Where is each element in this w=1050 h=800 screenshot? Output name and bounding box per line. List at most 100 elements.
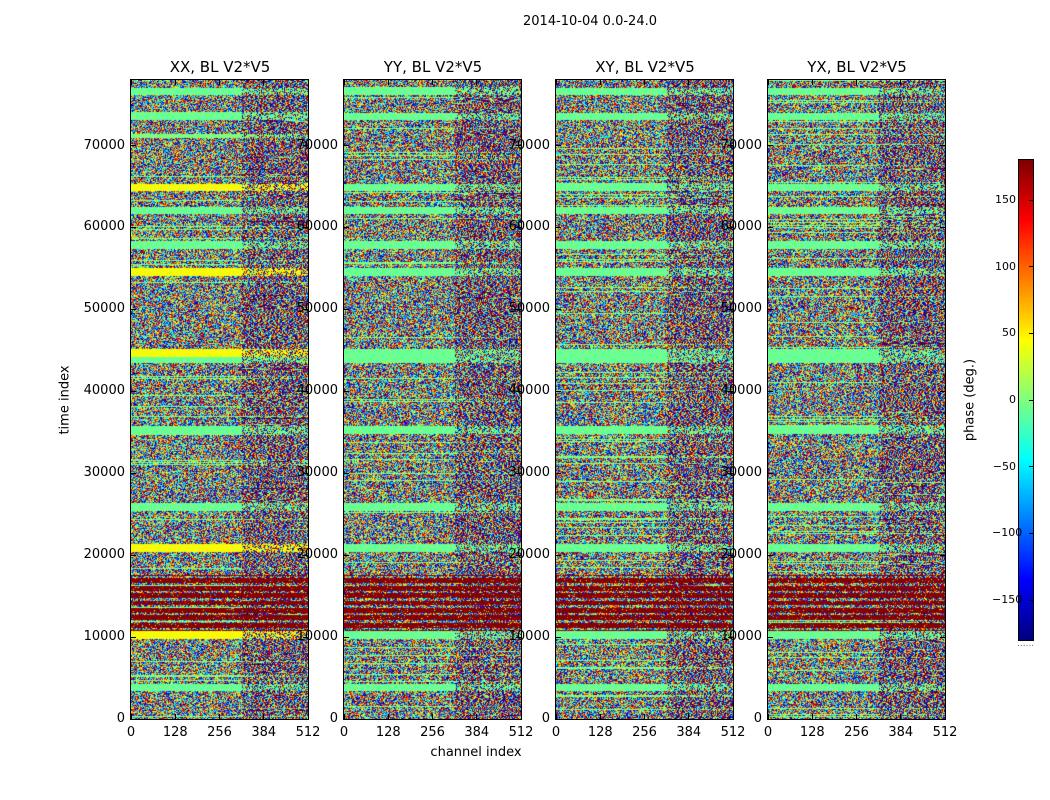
ytick-mark-1-7 <box>344 145 349 147</box>
xtick-mark-2-3 <box>688 714 690 719</box>
ytick-mark-right-3-3 <box>940 472 945 474</box>
ytick-mark-3-6 <box>768 226 773 228</box>
xtick-mark-top-3-1 <box>811 80 813 85</box>
ytick-label-3-0: 0 <box>753 711 762 726</box>
colorbar-tick-mark-5 <box>1029 532 1034 534</box>
ytick-mark-right-1-3 <box>516 472 521 474</box>
xtick-label-3-0: 0 <box>763 725 773 740</box>
colorbar-tick-label-3: 0 <box>1009 393 1016 406</box>
xtick-mark-3-2 <box>856 714 857 719</box>
xtick-mark-top-0-0 <box>130 80 132 85</box>
xtick-mark-2-4 <box>732 714 734 719</box>
colorbar-tick-mark-1 <box>1029 266 1034 268</box>
ytick-label-0-5: 50000 <box>83 301 125 317</box>
ytick-label-3-3: 30000 <box>720 465 762 481</box>
heatmap-panel-yx <box>767 79 946 720</box>
ytick-mark-right-1-1 <box>516 636 521 638</box>
ytick-label-3-2: 20000 <box>720 547 762 563</box>
ytick-mark-right-3-1 <box>940 636 945 638</box>
ytick-mark-3-7 <box>768 145 773 147</box>
ytick-mark-1-3 <box>344 472 349 474</box>
ytick-mark-0-6 <box>131 226 136 228</box>
ytick-label-1-0: 0 <box>329 711 338 726</box>
panel-title-xy: XY, BL V2*V5 <box>595 58 695 76</box>
ytick-label-0-0: 0 <box>116 711 125 726</box>
colorbar-tick-label-0: 150 <box>995 193 1016 206</box>
xtick-label-0-2: 256 <box>207 725 232 740</box>
colorbar-tick-label-2: 50 <box>1002 326 1016 340</box>
ytick-mark-right-0-1 <box>303 636 308 638</box>
heatmap-canvas-yy <box>344 80 521 719</box>
ytick-mark-right-2-1 <box>728 636 733 638</box>
ytick-mark-2-1 <box>556 636 561 638</box>
xtick-mark-3-1 <box>811 714 813 719</box>
xtick-mark-top-3-3 <box>900 80 902 85</box>
ytick-mark-3-5 <box>768 308 773 310</box>
xtick-label-2-2: 256 <box>632 725 657 740</box>
heatmap-panel-xy <box>555 79 734 720</box>
ytick-mark-2-0 <box>556 718 561 720</box>
xtick-mark-3-4 <box>944 714 946 719</box>
ytick-mark-right-2-7 <box>728 145 733 147</box>
ytick-mark-2-3 <box>556 472 561 474</box>
xtick-mark-top-2-2 <box>644 80 645 85</box>
xtick-mark-3-0 <box>767 714 769 719</box>
xtick-mark-top-1-1 <box>387 80 389 85</box>
ytick-mark-3-0 <box>768 718 773 720</box>
ytick-mark-1-1 <box>344 636 349 638</box>
xtick-mark-top-1-3 <box>476 80 478 85</box>
colorbar <box>1018 159 1034 641</box>
ytick-label-1-3: 30000 <box>296 465 338 481</box>
xtick-mark-top-3-2 <box>856 80 857 85</box>
xtick-mark-1-2 <box>432 714 433 719</box>
colorbar-tick-label-6: −150 <box>992 593 1023 606</box>
ytick-mark-right-3-7 <box>940 145 945 147</box>
ytick-mark-right-0-7 <box>303 145 308 147</box>
xtick-mark-0-1 <box>174 714 176 719</box>
colorbar-tick-label-5: −100 <box>992 526 1023 540</box>
ytick-label-3-6: 60000 <box>720 219 762 235</box>
colorbar-ellipsis: ...... <box>1017 639 1035 649</box>
ytick-mark-0-2 <box>131 554 136 556</box>
ytick-mark-right-2-3 <box>728 472 733 474</box>
xtick-mark-top-2-1 <box>599 80 601 85</box>
ytick-mark-1-4 <box>344 390 349 392</box>
ytick-mark-right-0-3 <box>303 472 308 474</box>
colorbar-tick-mark-6 <box>1029 599 1034 601</box>
ytick-label-3-5: 50000 <box>720 301 762 317</box>
ytick-mark-right-0-6 <box>303 226 308 228</box>
ytick-label-3-1: 10000 <box>720 629 762 645</box>
xtick-mark-top-3-0 <box>767 80 769 85</box>
xtick-label-2-3: 384 <box>676 725 702 740</box>
ytick-mark-2-7 <box>556 145 561 147</box>
xtick-mark-top-1-0 <box>343 80 345 85</box>
ytick-mark-3-1 <box>768 636 773 638</box>
ytick-label-2-3: 30000 <box>508 465 550 481</box>
xtick-mark-top-0-2 <box>219 80 220 85</box>
ytick-mark-right-0-0 <box>303 718 308 720</box>
xtick-label-2-1: 128 <box>587 725 613 740</box>
ytick-mark-right-3-0 <box>940 718 945 720</box>
ytick-label-0-6: 60000 <box>83 219 125 235</box>
ytick-label-1-5: 50000 <box>296 301 338 317</box>
ytick-mark-right-3-4 <box>940 390 945 392</box>
colorbar-label: phase (deg.) <box>962 358 978 442</box>
xtick-mark-0-2 <box>219 714 220 719</box>
xtick-mark-top-1-4 <box>520 80 522 85</box>
ytick-mark-right-1-7 <box>516 145 521 147</box>
ytick-label-2-4: 40000 <box>508 383 550 399</box>
colorbar-tick-mark-4 <box>1029 466 1034 468</box>
ytick-mark-3-4 <box>768 390 773 392</box>
ytick-mark-0-5 <box>131 308 136 310</box>
xtick-mark-1-4 <box>520 714 522 719</box>
panel-title-yx: YX, BL V2*V5 <box>807 58 907 76</box>
ytick-label-2-2: 20000 <box>508 547 550 563</box>
panel-title-yy: YY, BL V2*V5 <box>383 58 483 76</box>
xtick-label-0-4: 512 <box>295 725 321 740</box>
xtick-mark-top-2-0 <box>555 80 557 85</box>
ytick-mark-right-2-6 <box>728 226 733 228</box>
ytick-mark-right-2-4 <box>728 390 733 392</box>
xtick-label-1-0: 0 <box>339 725 349 740</box>
xtick-mark-3-3 <box>900 714 902 719</box>
xtick-mark-2-2 <box>644 714 645 719</box>
